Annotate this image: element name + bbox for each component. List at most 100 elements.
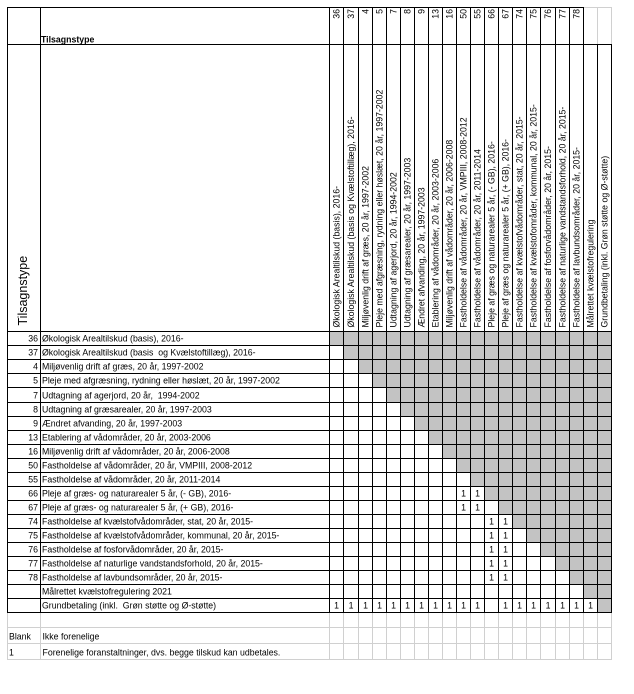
svg-text:1: 1 [419, 601, 424, 611]
svg-text:1: 1 [546, 601, 551, 611]
svg-text:1: 1 [489, 517, 494, 527]
svg-text:Ændret afvanding, 20 år, 1997-: Ændret afvanding, 20 år, 1997-2003 [416, 187, 426, 327]
svg-text:36: 36 [331, 9, 341, 19]
svg-text:Fastholdelse af lavbundsområde: Fastholdelse af lavbundsområder, 20 år, … [42, 573, 223, 583]
svg-text:Grundbetaling (inkl. Grøn støt: Grundbetaling (inkl. Grøn støtte og Ø-st… [599, 156, 609, 328]
svg-text:9: 9 [416, 9, 426, 14]
svg-text:1: 1 [9, 648, 14, 658]
svg-text:76: 76 [28, 545, 38, 555]
svg-text:13: 13 [430, 9, 440, 19]
svg-text:50: 50 [458, 9, 468, 19]
svg-text:Miljøvenlig drift af vådområde: Miljøvenlig drift af vådområder, 20 år, … [42, 447, 230, 457]
svg-text:Pleje af græs- og naturarealer: Pleje af græs- og naturarealer 5 år, (- … [42, 489, 231, 499]
svg-text:7: 7 [388, 9, 398, 14]
svg-text:4: 4 [360, 9, 370, 14]
svg-text:1: 1 [461, 601, 466, 611]
svg-text:1: 1 [377, 601, 382, 611]
svg-text:Fastholdelse af kvælstofområde: Fastholdelse af kvælstofområder, kommuna… [528, 104, 538, 327]
svg-text:Fastholdelse af naturlige vand: Fastholdelse af naturlige vandstandsforh… [42, 559, 263, 569]
svg-text:67: 67 [500, 9, 510, 19]
svg-text:1: 1 [475, 503, 480, 513]
svg-text:1: 1 [489, 559, 494, 569]
svg-text:Ændret afvanding, 20 år, 1997-: Ændret afvanding, 20 år, 1997-2003 [42, 419, 182, 429]
svg-text:1: 1 [475, 601, 480, 611]
svg-text:74: 74 [514, 9, 524, 19]
svg-text:1: 1 [489, 531, 494, 541]
svg-text:Fastholdelse af naturlige vand: Fastholdelse af naturlige vandstandsforh… [557, 107, 567, 328]
svg-text:Økologisk Arealtilskud (basis: Økologisk Arealtilskud (basis og Kvælsto… [42, 348, 256, 358]
svg-text:Målrettet kvælstofregulering: Målrettet kvælstofregulering [585, 219, 595, 327]
svg-text:1: 1 [503, 559, 508, 569]
svg-text:Fastholdelse af vådområder, 20: Fastholdelse af vådområder, 20 år, 2011-… [42, 475, 220, 485]
svg-text:Miljøvenlig drift af vådområde: Miljøvenlig drift af vådområder, 20 år, … [444, 140, 454, 328]
svg-text:1: 1 [334, 601, 339, 611]
svg-text:1: 1 [363, 601, 368, 611]
svg-text:1: 1 [574, 601, 579, 611]
svg-text:74: 74 [28, 517, 38, 527]
svg-text:7: 7 [33, 391, 38, 401]
svg-text:Fastholdelse af kvælstofvådomr: Fastholdelse af kvælstofvådområder, stat… [42, 517, 253, 527]
svg-text:1: 1 [517, 601, 522, 611]
svg-text:1: 1 [475, 489, 480, 499]
svg-text:Udtagning af græsarealer, 20 å: Udtagning af græsarealer, 20 år, 1997-20… [42, 405, 212, 415]
svg-text:Miljøvenlig drift af græs, 20: Miljøvenlig drift af græs, 20 år, 1997-2… [360, 166, 370, 328]
svg-text:Pleje med afgræsning, rydning: Pleje med afgræsning, rydning eller høsl… [42, 376, 280, 386]
svg-text:1: 1 [503, 573, 508, 583]
svg-text:37: 37 [28, 348, 38, 358]
svg-text:36: 36 [28, 334, 38, 344]
svg-text:Udtagning af græsarealer, 20 å: Udtagning af græsarealer, 20 år, 1997-20… [402, 158, 412, 328]
svg-text:1: 1 [531, 601, 536, 611]
svg-text:Økologisk Arealtilskud (basis): Økologisk Arealtilskud (basis), 2016- [331, 186, 341, 328]
svg-text:Etablering af vådområder, 20 å: Etablering af vådområder, 20 år, 2003-20… [430, 159, 440, 328]
svg-text:Udtagning af agerjord, 20 år,: Udtagning af agerjord, 20 år, 1994-2002 [42, 391, 200, 401]
svg-text:Forenelige foranstaltninger, d: Forenelige foranstaltninger, dvs. begge … [43, 648, 281, 658]
svg-text:37: 37 [346, 9, 356, 19]
svg-text:Pleje med afgræsning, rydning: Pleje med afgræsning, rydning eller høsl… [374, 90, 384, 328]
svg-text:76: 76 [543, 9, 553, 19]
svg-text:1: 1 [349, 601, 354, 611]
svg-text:77: 77 [557, 9, 567, 19]
svg-text:1: 1 [489, 545, 494, 555]
svg-text:Fastholdelse af vådområder, 20: Fastholdelse af vådområder, 20 år, VMPII… [42, 461, 252, 471]
svg-text:Tilsagnstype: Tilsagnstype [16, 256, 30, 326]
svg-text:Fastholdelse af fosforvådområd: Fastholdelse af fosforvådområder, 20 år,… [543, 146, 553, 328]
svg-text:5: 5 [374, 9, 384, 14]
svg-text:67: 67 [28, 503, 38, 513]
svg-text:1: 1 [503, 601, 508, 611]
svg-text:Fastholdelse af lavbundsområde: Fastholdelse af lavbundsområder, 20 år, … [571, 147, 581, 328]
svg-text:1: 1 [560, 601, 565, 611]
svg-text:77: 77 [28, 559, 38, 569]
svg-text:1: 1 [461, 503, 466, 513]
svg-text:1: 1 [391, 601, 396, 611]
svg-text:75: 75 [28, 531, 38, 541]
svg-text:Udtagning af agerjord, 20 år,: Udtagning af agerjord, 20 år, 1994-2002 [388, 172, 398, 327]
svg-text:66: 66 [486, 9, 496, 19]
svg-text:Ikke forenelige: Ikke forenelige [43, 632, 100, 642]
svg-text:9: 9 [33, 419, 38, 429]
svg-text:Etablering af vådområder, 20 å: Etablering af vådområder, 20 år, 2003-20… [42, 433, 211, 443]
svg-text:78: 78 [571, 9, 581, 19]
svg-text:8: 8 [402, 9, 412, 14]
svg-text:1: 1 [588, 601, 593, 611]
svg-text:Fastholdelse af vådområder, 20: Fastholdelse af vådområder, 20 år, 2011-… [472, 149, 482, 327]
svg-text:Tilsagnstype: Tilsagnstype [41, 34, 94, 44]
svg-text:Blank: Blank [9, 632, 32, 642]
svg-text:75: 75 [528, 9, 538, 19]
svg-text:1: 1 [489, 573, 494, 583]
svg-text:78: 78 [28, 573, 38, 583]
svg-text:55: 55 [472, 9, 482, 19]
svg-text:16: 16 [28, 447, 38, 457]
svg-text:Fastholdelse af fosforvådområd: Fastholdelse af fosforvådområder, 20 år,… [42, 545, 224, 555]
svg-text:1: 1 [503, 545, 508, 555]
svg-text:Fastholdelse af kvælstofvådomr: Fastholdelse af kvælstofvådområder, stat… [514, 116, 524, 327]
svg-text:50: 50 [28, 461, 38, 471]
svg-text:1: 1 [503, 531, 508, 541]
svg-text:Fastholdelse af vådområder, 20: Fastholdelse af vådområder, 20 år, VMPII… [458, 117, 468, 327]
svg-text:Miljøvenlig drift af græs, 20: Miljøvenlig drift af græs, 20 år, 1997-2… [42, 362, 204, 372]
svg-text:1: 1 [405, 601, 410, 611]
svg-text:1: 1 [447, 601, 452, 611]
svg-text:Pleje af græs- og naturarealer: Pleje af græs- og naturarealer 5 år, (+ … [42, 503, 233, 513]
svg-text:Pleje af græs og naturarealer: Pleje af græs og naturarealer 5 år, (- G… [486, 141, 496, 327]
svg-text:16: 16 [444, 9, 454, 19]
svg-text:1: 1 [461, 489, 466, 499]
